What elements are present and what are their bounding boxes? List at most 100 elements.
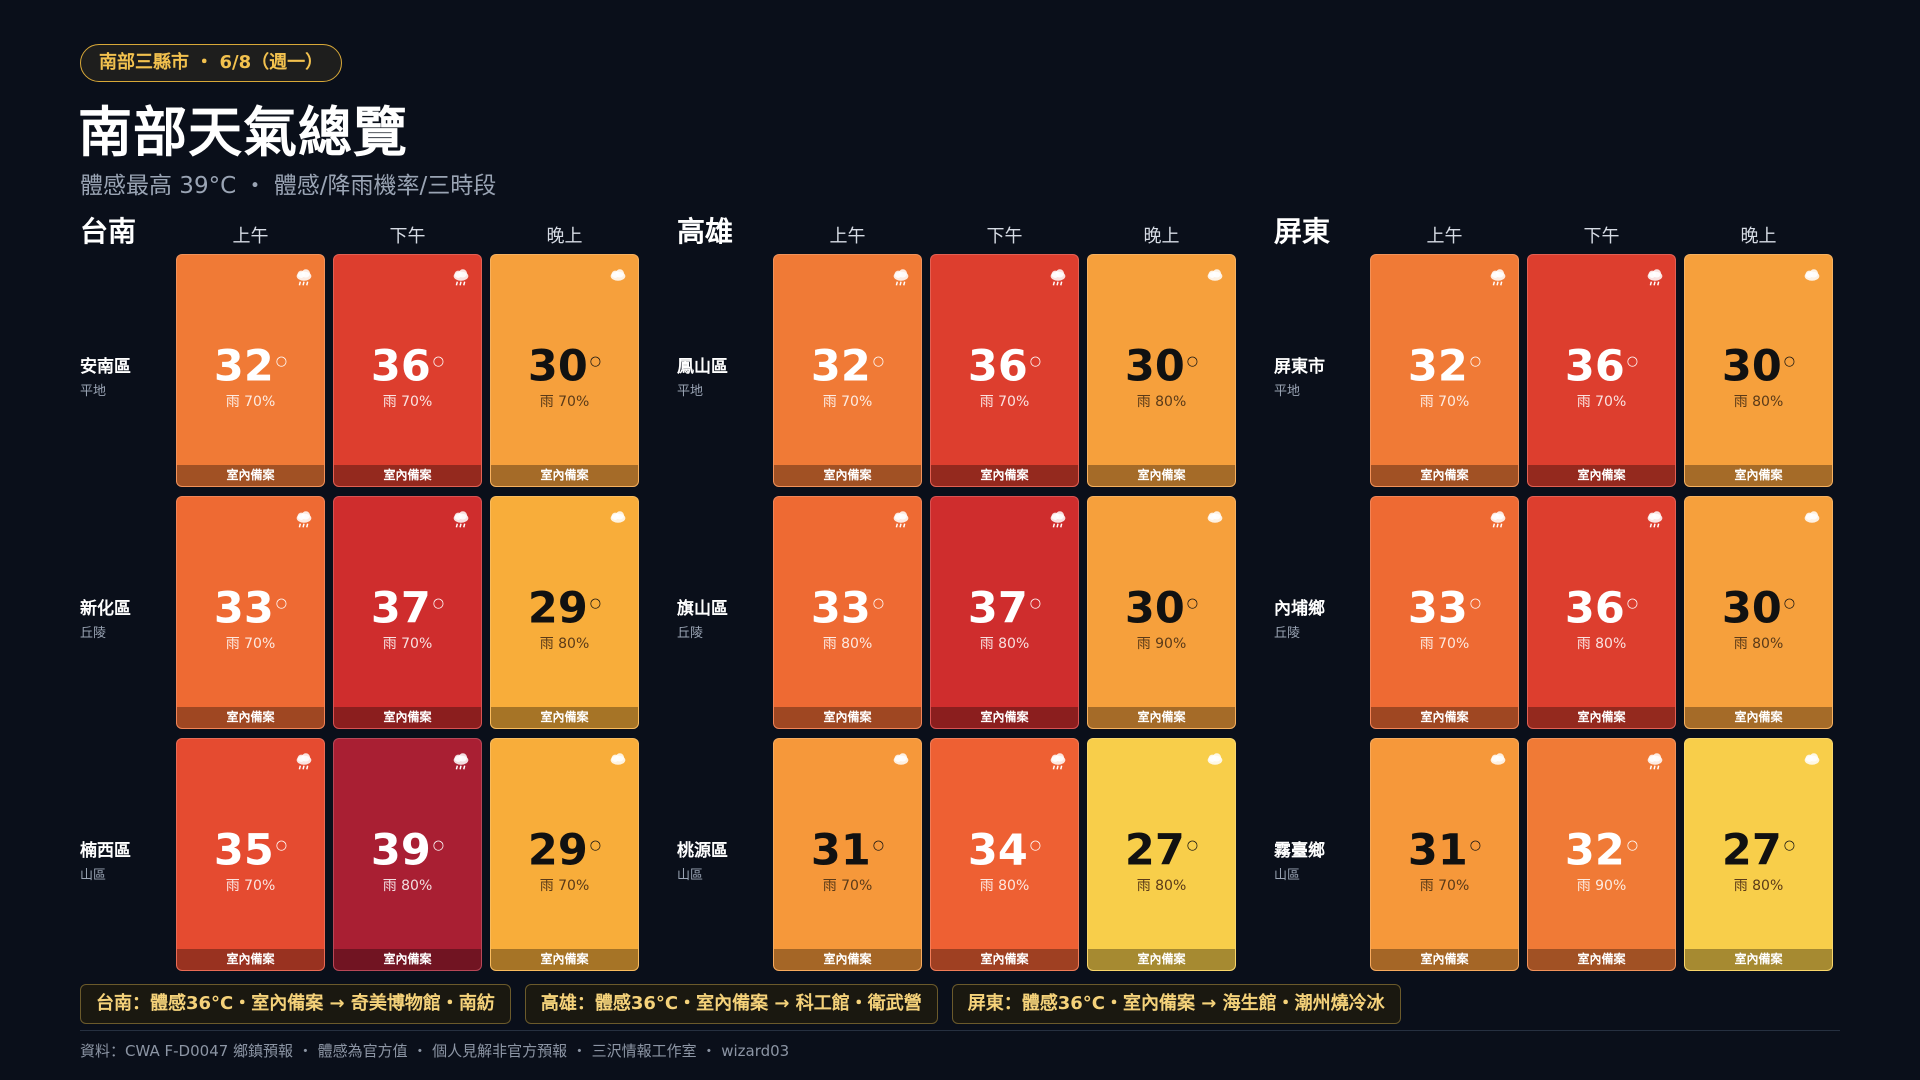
rain-chance: 雨 70% [382,394,433,410]
indoor-plan-label: 室內備案 [1685,949,1832,970]
indoor-plan-label: 室內備案 [177,949,324,970]
cloud-icon [607,267,629,289]
district-label: 屏東市 平地 [1274,352,1364,399]
rain-chance: 雨 70% [225,636,276,652]
degree-icon: ○ [872,838,885,853]
temperature-value: 31 [810,825,871,876]
temperature-value: 32 [213,341,274,392]
rain-chance: 雨 70% [822,878,873,894]
district-label: 霧臺鄉 山區 [1274,836,1364,883]
temperature: 33 ○ [1371,579,1518,633]
temperature-value: 36 [1564,341,1625,392]
temperature-value: 27 [1124,825,1185,876]
temperature: 30 ○ [491,337,638,391]
tip-pingtung: 屏東：體感36°C・室內備案 → 海生館・潮州燒冷冰 [951,984,1401,1024]
degree-icon: ○ [589,354,602,369]
district-name: 新化區 [80,599,131,619]
temperature: 32 ○ [1371,337,1518,391]
cloud-icon [1204,509,1226,531]
temperature: 27 ○ [1088,821,1235,875]
rain-cloud-icon [1644,509,1666,531]
temperature: 37 ○ [334,579,481,633]
rain-chance: 雨 80% [822,636,873,652]
temperature-value: 30 [1124,583,1185,634]
forecast-cell: 32 ○ 雨 70% 室內備案 [176,254,325,487]
rain-chance: 雨 80% [979,636,1030,652]
temperature: 30 ○ [1088,337,1235,391]
period-header: 晚上 [1143,226,1180,247]
forecast-cell: 39 ○ 雨 80% 室內備案 [333,738,482,971]
district-label: 旗山區 丘陵 [677,594,767,641]
period-header: 晚上 [1740,226,1777,247]
rain-cloud-icon [450,751,472,773]
rain-chance: 雨 80% [1136,878,1187,894]
degree-icon: ○ [1783,838,1796,853]
district-name: 內埔鄉 [1274,599,1325,619]
rain-chance: 雨 80% [979,878,1030,894]
temperature-value: 32 [1564,825,1625,876]
indoor-plan-label: 室內備案 [1371,465,1518,486]
temperature-value: 35 [213,825,274,876]
page-title: 南部天氣總覽 [78,101,408,164]
period-header: 下午 [389,226,426,247]
indoor-plan-label: 室內備案 [1528,707,1675,728]
temperature: 36 ○ [931,337,1078,391]
rain-cloud-icon [293,751,315,773]
temperature-value: 31 [1407,825,1468,876]
temperature: 29 ○ [491,821,638,875]
district-name: 霧臺鄉 [1274,841,1325,861]
rain-chance: 雨 70% [225,878,276,894]
degree-icon: ○ [432,354,445,369]
temperature: 32 ○ [774,337,921,391]
degree-icon: ○ [1186,596,1199,611]
temperature: 30 ○ [1088,579,1235,633]
forecast-cell: 30 ○ 雨 80% 室內備案 [1684,254,1833,487]
district-terrain: 平地 [677,384,704,399]
temperature-value: 30 [1721,341,1782,392]
cloud-icon [607,509,629,531]
degree-icon: ○ [589,838,602,853]
cloud-icon [1204,751,1226,773]
rain-chance: 雨 80% [1136,394,1187,410]
district-name: 安南區 [80,357,131,377]
temperature-value: 30 [1124,341,1185,392]
degree-icon: ○ [1626,838,1639,853]
district-terrain: 丘陵 [677,626,704,641]
degree-icon: ○ [1186,838,1199,853]
district-terrain: 山區 [1274,868,1301,883]
forecast-cell: 27 ○ 雨 80% 室內備案 [1087,738,1236,971]
rain-cloud-icon [293,267,315,289]
indoor-plan-label: 室內備案 [774,707,921,728]
temperature-value: 30 [1721,583,1782,634]
temperature-value: 36 [967,341,1028,392]
district-label: 安南區 平地 [80,352,170,399]
temperature-value: 36 [1564,583,1625,634]
degree-icon: ○ [1029,596,1042,611]
rain-chance: 雨 90% [1136,636,1187,652]
rain-cloud-icon [1047,267,1069,289]
temperature-value: 30 [527,341,588,392]
date-badge: 南部三縣市 ・ 6/8（週一） [80,44,343,82]
indoor-plan-label: 室內備案 [491,707,638,728]
cloud-icon [1204,267,1226,289]
temperature: 35 ○ [177,821,324,875]
forecast-cell: 33 ○ 雨 80% 室內備案 [773,496,922,729]
degree-icon: ○ [1029,354,1042,369]
rain-chance: 雨 70% [1419,636,1470,652]
rain-chance: 雨 70% [225,394,276,410]
page-subtitle: 體感最高 39°C ・ 體感/降雨機率/三時段 [80,173,497,199]
temperature: 31 ○ [1371,821,1518,875]
degree-icon: ○ [1783,596,1796,611]
indoor-plan-label: 室內備案 [931,707,1078,728]
district-name: 桃源區 [677,841,728,861]
rain-cloud-icon [450,509,472,531]
rain-cloud-icon [1644,267,1666,289]
indoor-plan-label: 室內備案 [1371,949,1518,970]
degree-icon: ○ [1469,354,1482,369]
period-header: 上午 [1426,226,1463,247]
temperature: 30 ○ [1685,579,1832,633]
temperature: 33 ○ [774,579,921,633]
district-name: 旗山區 [677,599,728,619]
district-terrain: 平地 [1274,384,1301,399]
forecast-cell: 27 ○ 雨 80% 室內備案 [1684,738,1833,971]
